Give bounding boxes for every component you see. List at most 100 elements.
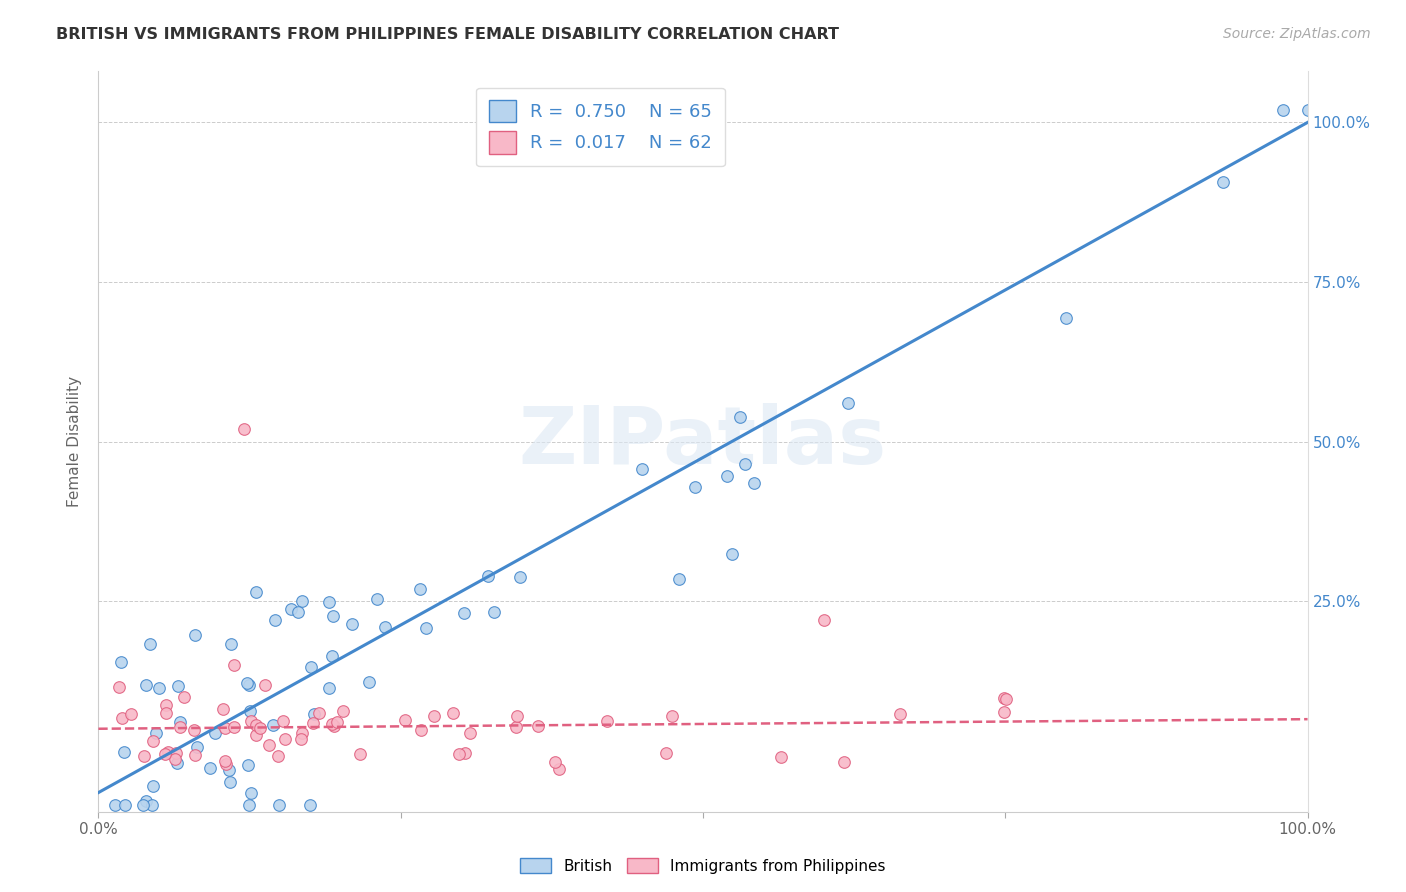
Point — [596, 714, 619, 728]
Point — [169, 714, 191, 729]
Point — [298, 798, 321, 813]
Point — [236, 757, 259, 772]
Point — [291, 594, 314, 608]
Point — [142, 779, 165, 793]
Point — [120, 706, 142, 721]
Point — [308, 706, 330, 720]
Point — [661, 709, 683, 723]
Point — [728, 410, 751, 425]
Point — [249, 721, 271, 735]
Point — [291, 725, 314, 739]
Point — [994, 691, 1017, 706]
Point — [742, 475, 765, 490]
Point — [198, 761, 221, 775]
Text: ZIPatlas: ZIPatlas — [519, 402, 887, 481]
Point — [166, 756, 188, 770]
Point — [1212, 175, 1234, 189]
Text: BRITISH VS IMMIGRANTS FROM PHILIPPINES FEMALE DISABILITY CORRELATION CHART: BRITISH VS IMMIGRANTS FROM PHILIPPINES F… — [56, 27, 839, 42]
Point — [548, 762, 571, 776]
Point — [716, 469, 738, 483]
Point — [138, 637, 160, 651]
Point — [110, 655, 132, 669]
Point — [441, 706, 464, 721]
Point — [332, 704, 354, 718]
Y-axis label: Female Disability: Female Disability — [67, 376, 83, 508]
Point — [240, 786, 263, 800]
Point — [155, 706, 177, 721]
Point — [267, 798, 290, 813]
Point — [264, 614, 287, 628]
Point — [141, 798, 163, 813]
Point — [219, 637, 242, 651]
Point — [993, 690, 1015, 705]
Point — [889, 706, 911, 721]
Point — [509, 569, 531, 583]
Point — [685, 480, 707, 494]
Point — [505, 720, 527, 734]
Point — [184, 747, 207, 762]
Point — [655, 746, 678, 760]
Point — [112, 745, 135, 759]
Point — [302, 706, 325, 721]
Point — [262, 718, 284, 732]
Point — [135, 678, 157, 692]
Point — [131, 798, 153, 813]
Point — [394, 713, 416, 727]
Point — [239, 704, 262, 718]
Point — [218, 763, 240, 777]
Point — [720, 547, 742, 561]
Point — [454, 746, 477, 760]
Point — [366, 592, 388, 607]
Point — [280, 602, 302, 616]
Point — [169, 720, 191, 734]
Point — [993, 706, 1015, 720]
Point — [271, 714, 294, 728]
Point — [135, 794, 157, 808]
Point — [415, 621, 437, 635]
Point — [813, 613, 835, 627]
Point — [832, 756, 855, 770]
Legend: British, Immigrants from Philippines: British, Immigrants from Philippines — [515, 852, 891, 880]
Point — [186, 739, 208, 754]
Point — [165, 746, 187, 760]
Point — [274, 732, 297, 747]
Point — [326, 715, 349, 730]
Point — [290, 731, 312, 746]
Point — [321, 649, 343, 664]
Point — [322, 608, 344, 623]
Point — [245, 585, 267, 599]
Point — [148, 681, 170, 695]
Point — [163, 752, 186, 766]
Point — [357, 675, 380, 690]
Point — [218, 774, 240, 789]
Point — [212, 702, 235, 716]
Point — [302, 716, 325, 731]
Point — [145, 725, 167, 739]
Point — [267, 748, 290, 763]
Point — [544, 755, 567, 769]
Point — [1272, 103, 1295, 117]
Point — [166, 680, 188, 694]
Point — [104, 798, 127, 813]
Point — [108, 680, 131, 694]
Point — [153, 747, 176, 761]
Point — [458, 726, 481, 740]
Point — [409, 723, 432, 738]
Point — [322, 719, 344, 733]
Point — [526, 719, 548, 733]
Point — [132, 748, 155, 763]
Legend: R =  0.750    N = 65, R =  0.017    N = 62: R = 0.750 N = 65, R = 0.017 N = 62 — [477, 87, 725, 166]
Point — [238, 798, 260, 813]
Point — [408, 582, 430, 597]
Point — [142, 734, 165, 748]
Point — [1054, 310, 1077, 325]
Point — [183, 723, 205, 737]
Point — [447, 747, 470, 761]
Point — [238, 677, 260, 691]
Point — [349, 747, 371, 761]
Point — [318, 681, 340, 695]
Point — [224, 657, 246, 672]
Point — [173, 690, 195, 705]
Point — [245, 718, 267, 732]
Point — [484, 605, 506, 619]
